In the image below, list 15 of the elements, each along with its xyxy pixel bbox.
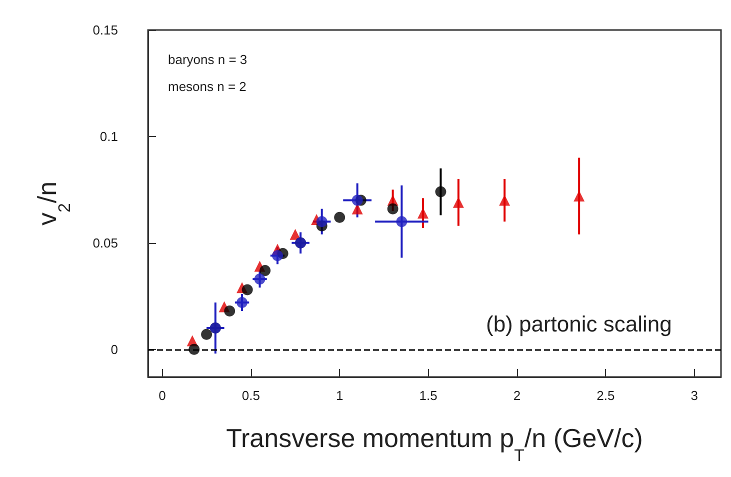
y-tick-label: 0 bbox=[110, 342, 118, 357]
x-tick-label: 0.5 bbox=[242, 388, 260, 403]
y-tick-label: 0.1 bbox=[100, 128, 118, 144]
annotation: baryons n = 3 bbox=[168, 52, 248, 67]
x-tick-label: 2.5 bbox=[596, 388, 615, 403]
annotation: (b) partonic scaling bbox=[486, 312, 672, 336]
x-tick-label: 3 bbox=[690, 388, 698, 403]
x-tick-label: 2 bbox=[513, 388, 521, 403]
x-tick-label: 0 bbox=[158, 388, 166, 403]
annotation: mesons n = 2 bbox=[168, 79, 246, 94]
y-tick-label: 0.15 bbox=[92, 22, 118, 38]
y-axis-title: v2/n bbox=[32, 181, 74, 226]
y-tick-label: 0.05 bbox=[92, 235, 118, 250]
x-tick-label: 1.5 bbox=[419, 388, 438, 403]
x-tick-label: 1 bbox=[336, 388, 344, 403]
